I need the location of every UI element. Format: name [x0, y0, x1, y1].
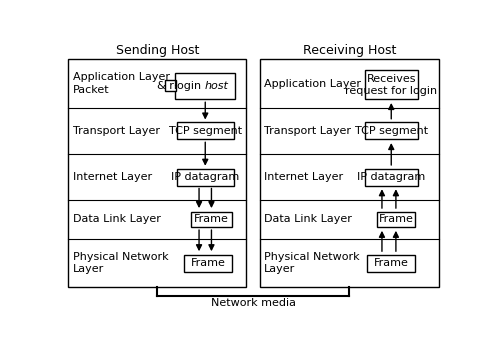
- Bar: [175, 73, 236, 99]
- Text: Data Link Layer: Data Link Layer: [73, 215, 160, 225]
- Bar: [367, 255, 415, 272]
- Bar: [365, 122, 418, 139]
- Bar: [377, 212, 415, 227]
- Text: Internet Layer: Internet Layer: [73, 172, 152, 182]
- Bar: [68, 59, 247, 287]
- Text: Frame: Frame: [191, 258, 226, 268]
- Bar: [191, 212, 232, 227]
- Text: TCP segment: TCP segment: [169, 126, 242, 136]
- Text: Sending Host: Sending Host: [115, 44, 199, 57]
- Text: Frame: Frame: [374, 258, 409, 268]
- Text: Transport Layer: Transport Layer: [73, 126, 160, 136]
- Text: Frame: Frame: [379, 215, 413, 225]
- Text: IP datagram: IP datagram: [171, 172, 240, 182]
- Bar: [177, 169, 234, 186]
- Text: Receives
request for login: Receives request for login: [345, 74, 437, 96]
- Text: Receiving Host: Receiving Host: [303, 44, 396, 57]
- Text: Data Link Layer: Data Link Layer: [264, 215, 352, 225]
- Text: Network media: Network media: [211, 298, 296, 309]
- Bar: [365, 70, 418, 99]
- Text: host: host: [204, 81, 228, 91]
- Text: Application Layer: Application Layer: [264, 79, 361, 89]
- Text: Frame: Frame: [194, 215, 229, 225]
- Text: Physical Network
Layer: Physical Network Layer: [73, 252, 168, 274]
- Text: IP datagram: IP datagram: [357, 172, 425, 182]
- Text: TCP segment: TCP segment: [355, 126, 428, 136]
- Text: Application Layer
Packet: Application Layer Packet: [73, 72, 170, 95]
- Text: Transport Layer: Transport Layer: [264, 126, 351, 136]
- Bar: [184, 255, 232, 272]
- Text: & rlogin: & rlogin: [157, 81, 204, 91]
- Text: Physical Network
Layer: Physical Network Layer: [264, 252, 360, 274]
- Bar: [165, 80, 176, 91]
- Bar: [177, 122, 234, 139]
- Text: Internet Layer: Internet Layer: [264, 172, 343, 182]
- Bar: [259, 59, 439, 287]
- Bar: [365, 169, 418, 186]
